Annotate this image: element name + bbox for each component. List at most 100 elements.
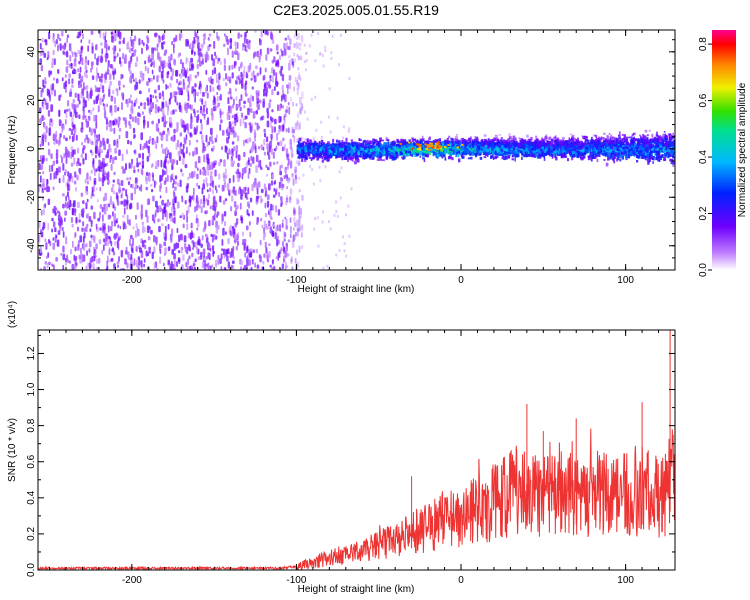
spectrogram-cell <box>231 72 234 79</box>
spectrogram-cell <box>62 231 65 238</box>
spectrogram-cell <box>293 86 295 92</box>
spectrogram-cell <box>331 34 334 38</box>
spectrogram-cell <box>73 157 76 165</box>
spectrogram-cell <box>194 111 196 118</box>
spectrogram-cell <box>301 224 304 231</box>
spectrogram-cell <box>226 76 230 82</box>
spectrogram-cell <box>155 144 158 149</box>
spectrogram-cell <box>62 245 65 253</box>
spectrogram-cell <box>281 50 284 57</box>
spectrogram-cell <box>173 210 176 217</box>
spectrogram-cell <box>82 244 86 251</box>
spectrogram-cell <box>261 224 264 229</box>
spectrogram-cell <box>164 225 167 233</box>
spectrogram-cell <box>228 65 231 71</box>
spectrogram-cell <box>157 75 160 79</box>
spectrogram-cell <box>193 51 196 56</box>
spectrogram-cell <box>163 170 166 176</box>
spectrogram-cell <box>134 35 137 42</box>
spectrogram-cell <box>69 249 73 255</box>
spectrogram-cell <box>279 55 282 61</box>
spectrogram-cell <box>348 234 351 238</box>
spectrogram-cell <box>281 219 284 223</box>
spectrogram-cell <box>118 256 120 262</box>
spectrogram-cell <box>218 102 221 107</box>
spectrogram-cell <box>215 226 219 234</box>
spectrogram-cell <box>249 162 252 168</box>
spectrogram-cell <box>214 211 217 215</box>
spectrogram-cell <box>250 266 253 270</box>
spectrogram-cell <box>130 94 132 98</box>
spectrogram-cell <box>259 99 262 104</box>
spectrogram-cell <box>310 33 313 37</box>
spectrogram-cell <box>55 39 58 45</box>
spectrogram-cell <box>78 162 82 167</box>
spectrogram-cell <box>164 232 167 239</box>
spectrogram-cell <box>296 249 298 255</box>
spectrogram-cell <box>141 160 145 168</box>
spectrogram-cell <box>78 84 81 89</box>
spectrogram-cell <box>136 202 139 210</box>
spectrogram-cell <box>136 157 138 163</box>
spectrogram-cell <box>624 154 627 159</box>
spectrogram-cell <box>52 242 55 250</box>
spectrogram-cell <box>138 259 141 266</box>
spectrogram-cell <box>38 220 41 229</box>
spectrogram-cell <box>68 127 72 131</box>
spectrogram-cell <box>212 86 215 92</box>
spectrogram-cell <box>96 258 98 264</box>
spectrogram-cell <box>95 243 98 250</box>
spectrogram-cell <box>209 205 212 210</box>
spectrogram-cell <box>284 268 287 270</box>
spectrogram-cell <box>93 256 96 262</box>
spectrogram-cell <box>297 229 300 238</box>
spectrogram-cell <box>79 235 83 243</box>
spectrogram-cell <box>347 204 350 208</box>
spectrogram-cell <box>159 256 162 264</box>
spectrogram-cell <box>112 38 115 43</box>
spectrogram-cell <box>90 30 94 35</box>
spectrogram-cell <box>179 179 182 188</box>
spectrogram-cell <box>188 172 192 179</box>
spectrogram-cell <box>294 258 297 264</box>
spectrogram-cell <box>263 74 266 81</box>
spectrogram-cell <box>110 63 113 69</box>
spectrogram-cell <box>124 55 127 62</box>
spectrogram-cell <box>504 155 508 160</box>
spectrogram-cell <box>511 158 514 161</box>
spectrogram-cell <box>295 219 299 227</box>
spectrogram-cell <box>245 39 249 44</box>
spectrogram-cell <box>335 200 338 204</box>
spectrogram-cell <box>265 86 269 94</box>
spectrogram-cell <box>250 77 253 81</box>
spectrogram-cell <box>104 43 107 49</box>
spectrogram-cell <box>212 189 214 195</box>
spectrogram-cell <box>294 173 298 180</box>
spectrogram-cell <box>40 231 44 238</box>
spectrogram-cell <box>54 227 57 233</box>
spectrogram-cell <box>99 97 102 106</box>
spectrogram-cell <box>130 39 133 47</box>
spectrogram-cell <box>124 119 127 128</box>
spectrogram-cell <box>212 145 215 150</box>
spectrogram-cell <box>294 122 298 131</box>
spectrogram-cell <box>221 248 223 252</box>
spectrogram-cell <box>247 187 250 195</box>
spectrogram-cell <box>71 84 74 88</box>
spectrogram-cell <box>672 132 674 135</box>
spectrogram-cell <box>239 118 242 127</box>
spectrogram-cell <box>291 266 294 270</box>
spectrogram-cell <box>167 174 169 182</box>
spectrogram-cell <box>133 150 136 154</box>
spectrogram-cell <box>131 183 135 189</box>
spectrogram-cell <box>147 174 150 182</box>
spectrogram-cell <box>86 212 90 219</box>
spectrogram-cell <box>143 263 145 268</box>
spectrogram-cell <box>71 207 75 216</box>
spectrogram-cell <box>263 151 266 156</box>
spectrogram-cell <box>248 137 252 143</box>
spectrogram-cell <box>45 157 48 162</box>
spectrogram-cell <box>90 89 93 97</box>
spectrogram-cell <box>99 83 103 90</box>
spectrogram-cell <box>102 137 105 145</box>
